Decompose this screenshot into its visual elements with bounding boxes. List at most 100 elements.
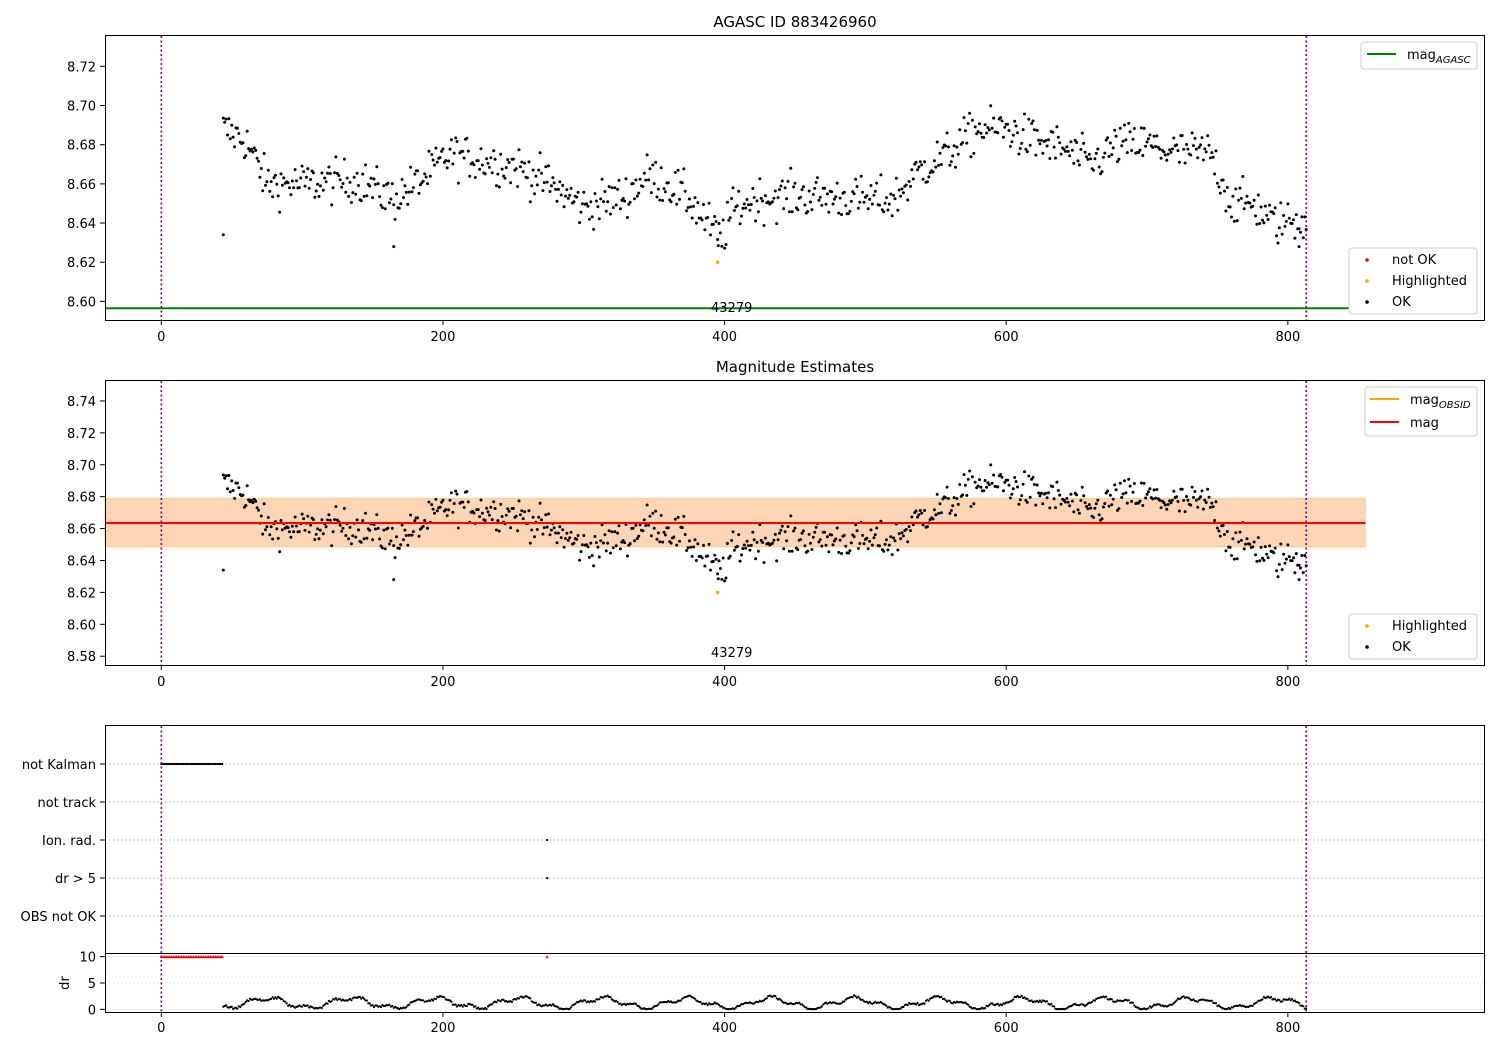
dr-point [840, 1002, 843, 1005]
ok-point [554, 187, 558, 191]
y-tick-label: 8.62 [67, 586, 96, 601]
ok-point [717, 559, 721, 563]
ok-point [485, 506, 489, 510]
ok-point [261, 189, 265, 193]
ok-point [737, 189, 741, 193]
ok-point [1152, 134, 1156, 138]
ok-point [848, 549, 852, 553]
dr-point [391, 1004, 394, 1008]
ok-point [589, 200, 593, 204]
ok-point [600, 177, 604, 181]
ok-point [521, 517, 525, 521]
ok-point [831, 543, 835, 547]
ok-point [800, 531, 804, 535]
ok-point [628, 200, 632, 204]
ok-point [1089, 157, 1093, 161]
dr-point [1281, 1000, 1284, 1003]
dr-point [948, 999, 952, 1003]
ok-point [1072, 161, 1076, 165]
agasc-legend-bottom[interactable]: not OK Highlighted OK [1348, 247, 1478, 315]
ok-point [945, 131, 949, 135]
ok-point [1089, 506, 1093, 510]
agasc-legend-top[interactable]: magAGASC [1360, 41, 1478, 70]
x-tick-label: 400 [712, 330, 737, 345]
ok-point [820, 203, 824, 207]
ok-point [417, 191, 421, 195]
dr-point [1148, 1005, 1151, 1008]
ok-point [1293, 236, 1297, 240]
dr-point [865, 1000, 868, 1003]
ok-point [237, 486, 241, 490]
ok-point [404, 190, 408, 194]
ok-point [455, 140, 459, 143]
ok-point [738, 222, 742, 226]
ok-point [1048, 157, 1052, 160]
dr-point [1175, 999, 1178, 1002]
ok-point [613, 186, 617, 190]
ok-point [907, 525, 911, 529]
ok-point [1118, 126, 1122, 130]
dr-point [330, 1000, 333, 1003]
ok-point [1185, 143, 1188, 146]
ok-point [687, 197, 691, 201]
ok-point [602, 200, 605, 204]
dr-point [1172, 1002, 1175, 1005]
ok-point [789, 514, 793, 518]
ok-point [1120, 496, 1124, 499]
ok-point [430, 503, 434, 507]
ok-point [1221, 178, 1225, 182]
ok-point [542, 526, 546, 530]
dr-point [634, 1002, 638, 1006]
ok-point [1082, 494, 1086, 498]
ok-point [352, 175, 356, 179]
ok-point [694, 221, 698, 225]
ok-point [531, 168, 535, 172]
ok-point [1018, 147, 1022, 150]
ok-point [564, 194, 567, 198]
magnitude-legend-bottom[interactable]: Highlighted OK [1348, 613, 1478, 660]
ok-point [686, 206, 690, 209]
ok-point [1266, 218, 1270, 221]
dr-point [422, 999, 425, 1002]
ok-point [720, 577, 724, 581]
flag-category-label: dr > 5 [55, 872, 96, 887]
ok-point [492, 149, 496, 153]
ok-point [706, 554, 710, 558]
ok-point [379, 203, 383, 207]
ok-point [814, 180, 818, 184]
ok-point [1237, 540, 1241, 544]
dr-clipped-marker [545, 955, 549, 959]
ok-point [1035, 483, 1039, 487]
flag-point-not-kalman [165, 762, 168, 766]
ok-point [885, 538, 888, 542]
ok-point [493, 507, 497, 510]
ok-point [782, 547, 786, 551]
ok-point [745, 198, 749, 201]
ok-point [801, 529, 805, 533]
dr-point [679, 999, 683, 1002]
ok-point [1044, 139, 1048, 143]
magnitude-legend-top[interactable]: magOBSID mag [1364, 386, 1478, 437]
ok-point [1120, 144, 1124, 148]
ok-point [724, 576, 728, 580]
ok-point [297, 186, 301, 190]
dr-point [510, 1000, 514, 1004]
ok-point [525, 176, 529, 180]
ok-point [230, 123, 234, 127]
ok-point [1058, 141, 1062, 145]
dr-point [1171, 1003, 1174, 1006]
ok-point [785, 539, 789, 543]
ok-point [1144, 496, 1148, 500]
ok-point [1231, 194, 1235, 198]
ok-point [1039, 138, 1043, 142]
dr-point [675, 1001, 678, 1004]
ok-point [1008, 496, 1012, 500]
ok-point [987, 483, 991, 487]
ok-point [255, 506, 259, 510]
agasc-title: AGASC ID 883426960 [713, 13, 876, 31]
ok-point [771, 200, 774, 204]
flag-point-not-kalman [216, 762, 219, 766]
dr-point [593, 1000, 597, 1003]
ok-point [840, 213, 843, 216]
